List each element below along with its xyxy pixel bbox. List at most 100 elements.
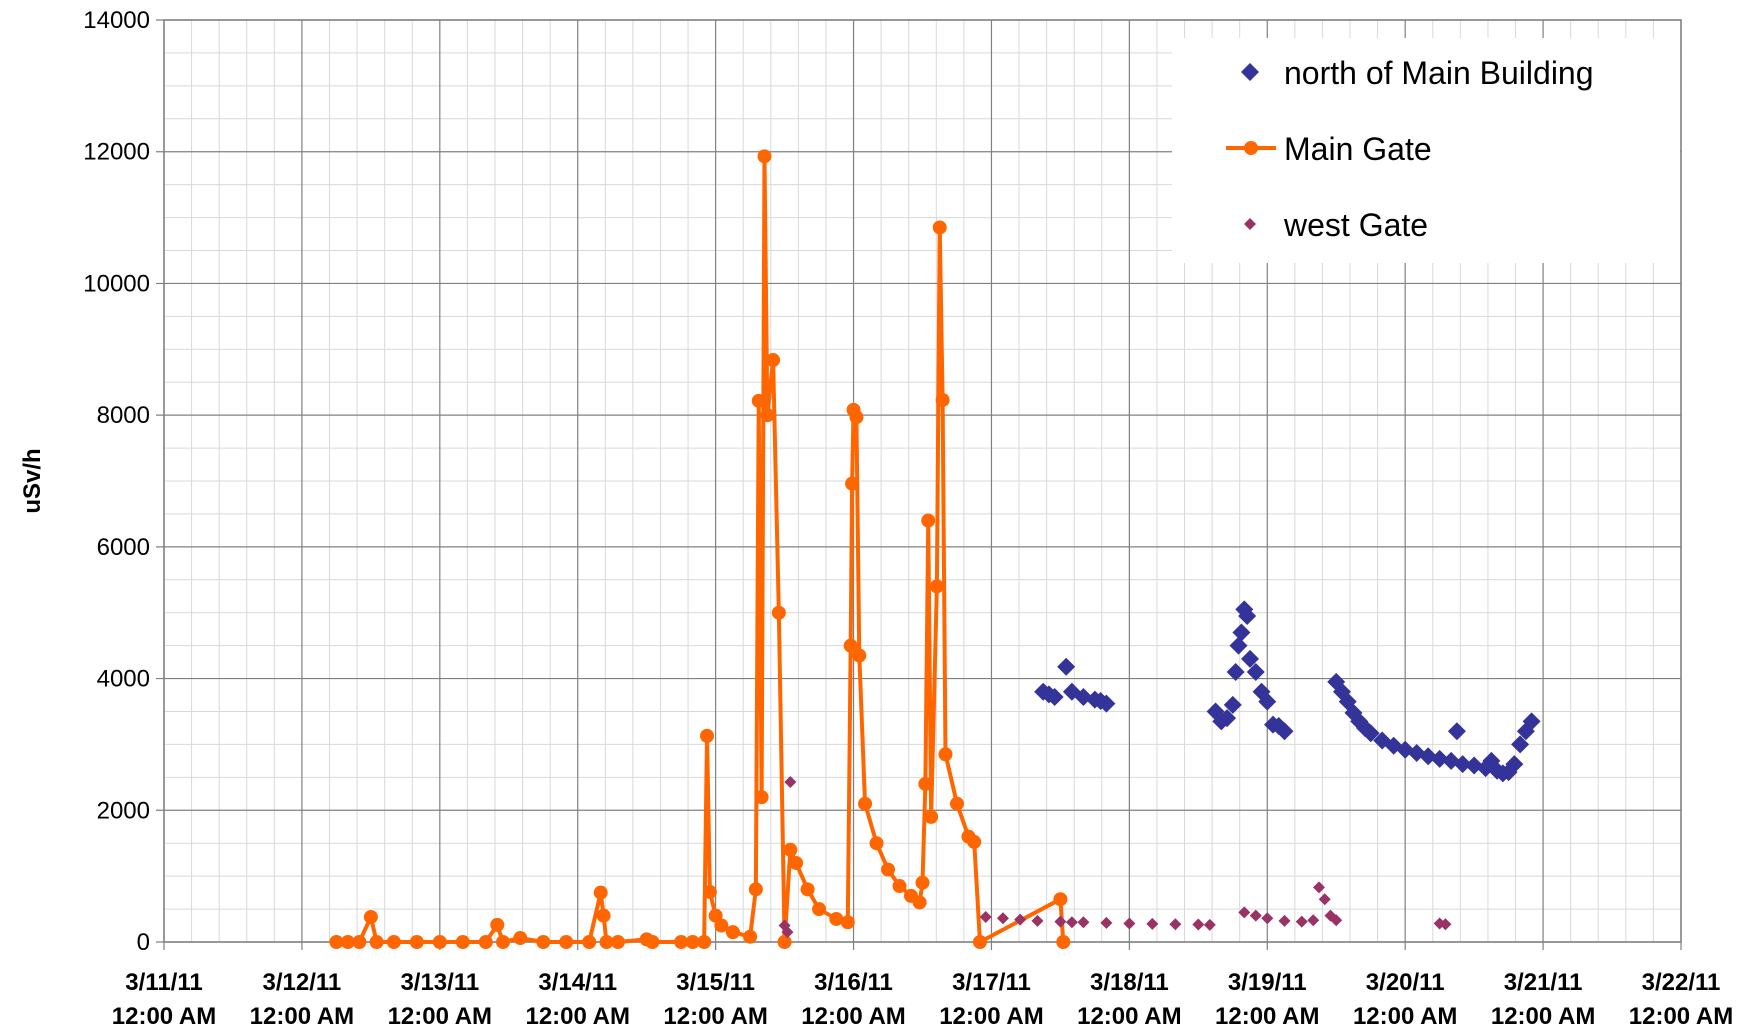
main-gate-point (743, 929, 758, 944)
main-gate-point (929, 579, 944, 594)
x-tick-time: 12:00 AM (525, 1003, 629, 1030)
west-gate-point (1192, 918, 1205, 931)
main-gate-point (812, 902, 827, 917)
main-gate-point (932, 220, 947, 235)
x-tick-date: 3/15/11 (676, 969, 755, 996)
west-gate-point (1249, 909, 1262, 922)
main-gate-point (478, 935, 493, 949)
north-main-building-point (1232, 623, 1251, 642)
minor-gridlines (164, 20, 1681, 942)
north-main-building-point (1447, 722, 1466, 741)
north-main-building-point (1505, 755, 1524, 774)
main-gate-point (490, 917, 505, 932)
legend-label: Main Gate (1284, 131, 1432, 167)
west-gate-point (1307, 914, 1320, 927)
west-gate-point (1439, 918, 1452, 931)
north-main-building-point (1453, 755, 1472, 774)
main-gate-point (1053, 892, 1068, 907)
west-gate-point (1054, 915, 1067, 928)
x-tick-time: 12:00 AM (1629, 1003, 1733, 1030)
north-main-building-point (1430, 749, 1449, 768)
y-tick-label: 4000 (97, 666, 150, 693)
main-gate-point (840, 915, 855, 930)
main-gate-point (949, 796, 964, 811)
x-tick-time: 12:00 AM (663, 1003, 767, 1030)
main-gate-point (645, 935, 660, 949)
main-gate-point (852, 648, 867, 663)
west-gate-point (996, 912, 1009, 925)
main-gate-point (386, 935, 401, 949)
main-gate-point (599, 935, 614, 949)
y-axis-tick-labels: 0 2000 4000 6000 8000 10000 12000 14000 (83, 7, 150, 956)
main-gate-point (858, 796, 873, 811)
north-main-building-point (1238, 607, 1257, 626)
north-main-building-point (1229, 636, 1248, 655)
main-gate-point (496, 935, 511, 949)
north-main-building-point (1097, 694, 1116, 713)
main-gate-point (777, 935, 792, 949)
west-gate-point (1031, 914, 1044, 927)
x-tick-time: 12:00 AM (112, 1003, 216, 1030)
west-gate-point (784, 775, 797, 788)
main-gate-point (748, 882, 763, 897)
main-gate-point (455, 935, 470, 949)
y-tick-label: 10000 (83, 270, 150, 297)
main-gate-point (800, 882, 815, 897)
west-gate-point (1295, 915, 1308, 928)
north-main-building-point (1057, 657, 1076, 676)
main-gate-point (610, 935, 625, 949)
x-tick-date: 3/14/11 (538, 969, 617, 996)
west-gate-point (1330, 914, 1343, 927)
x-tick-time: 12:00 AM (939, 1003, 1043, 1030)
main-gate-point (924, 809, 939, 824)
main-gate-point (789, 855, 804, 870)
x-tick-time: 12:00 AM (801, 1003, 905, 1030)
y-tick-label: 12000 (83, 139, 150, 166)
x-tick-date: 3/12/11 (263, 969, 342, 996)
y-tick-label: 6000 (97, 534, 150, 561)
main-gate-point (674, 935, 689, 949)
main-gate-point (843, 638, 858, 653)
west-gate-point (1100, 916, 1113, 929)
main-gate-point (513, 931, 528, 946)
x-tick-date: 3/17/11 (952, 969, 1031, 996)
main-gate-point (697, 935, 712, 949)
x-tick-date: 3/21/11 (1504, 969, 1583, 996)
main-gate-line (336, 154, 1066, 944)
west-gate-point (1238, 906, 1251, 919)
x-tick-date: 3/20/11 (1366, 969, 1445, 996)
x-tick-date: 3/11/11 (125, 969, 202, 996)
main-gate-point (559, 935, 574, 949)
west-gate-point (1146, 917, 1159, 930)
main-gate-point (329, 935, 344, 949)
north-main-building-point (1511, 735, 1530, 754)
north-main-building-point (1223, 695, 1242, 714)
main-gate-point (829, 911, 844, 926)
main-gate-point (754, 790, 769, 805)
x-tick-time: 12:00 AM (250, 1003, 354, 1030)
west-gate-point (1312, 881, 1325, 894)
main-gate-point (536, 935, 551, 949)
main-gate-point (771, 605, 786, 620)
north-main-building-point (1045, 688, 1064, 707)
x-tick-time: 12:00 AM (1215, 1003, 1319, 1030)
legend-diamond-icon (1241, 63, 1259, 81)
main-gate-point (892, 879, 907, 894)
west-gate-point (1123, 917, 1136, 930)
main-gate-point (363, 909, 378, 924)
main-gate-point (432, 935, 447, 949)
main-gate-point (714, 918, 729, 933)
west-gate-point (1318, 893, 1331, 906)
main-gate-point (702, 884, 717, 899)
west-gate-point (781, 926, 794, 939)
north-main-building-point (1361, 724, 1380, 743)
legend-small-diamond-icon (1244, 218, 1256, 230)
x-tick-time: 12:00 AM (1077, 1003, 1181, 1030)
legend: north of Main Building Main Gate west Gate (1172, 38, 1680, 263)
north-main-building-point (1218, 709, 1237, 728)
main-gate-point (700, 728, 715, 743)
x-tick-date: 3/19/11 (1228, 969, 1307, 996)
main-gate-point (593, 885, 608, 900)
main-gate-point (757, 149, 772, 164)
